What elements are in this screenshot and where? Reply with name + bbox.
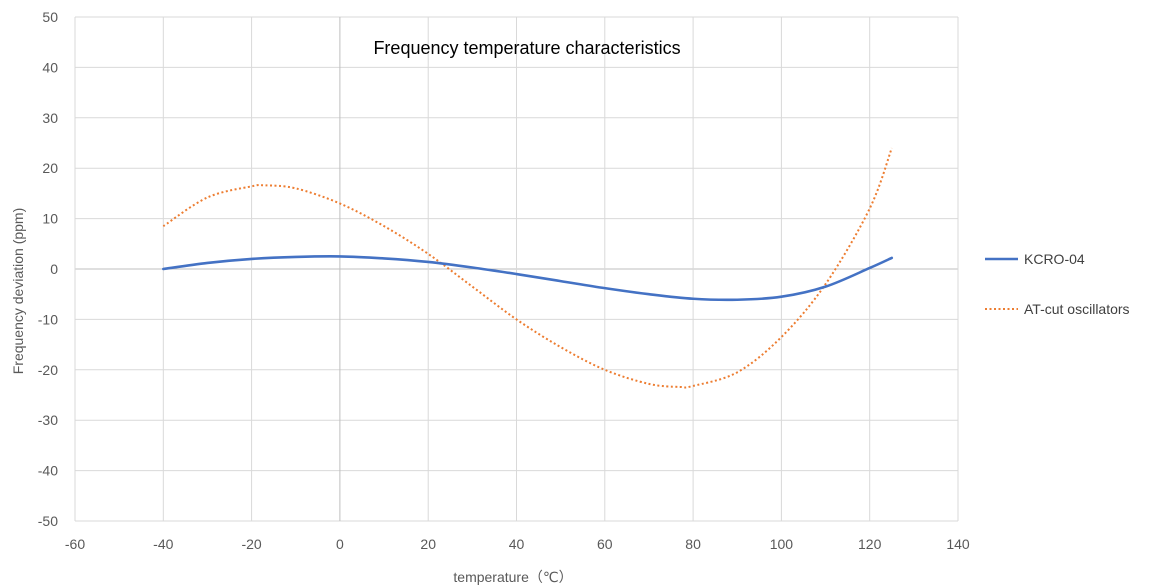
- x-tick-label: -40: [153, 536, 173, 552]
- chart-title: Frequency temperature characteristics: [373, 38, 680, 58]
- plot-area: [162, 147, 894, 389]
- x-tick-label: -20: [241, 536, 261, 552]
- legend-item-kcro-04: KCRO-04: [985, 251, 1085, 267]
- y-tick-label: -30: [38, 412, 58, 428]
- x-axis-label: temperature（℃）: [453, 569, 572, 585]
- x-tick-label: 80: [685, 536, 701, 552]
- legend-label-kcro-04: KCRO-04: [1024, 251, 1085, 267]
- x-tick-label: -60: [65, 536, 85, 552]
- y-tick-label: -50: [38, 513, 58, 529]
- y-tick-label: 20: [42, 160, 58, 176]
- x-tick-label: 20: [420, 536, 436, 552]
- y-tick-label: -20: [38, 362, 58, 378]
- x-tick-label: 120: [858, 536, 882, 552]
- x-tick-label: 40: [509, 536, 525, 552]
- tick-labels: -50 -40 -30 -20 -10 0 10 20 30 40 50 -60 -40 -20 0 20 40…: [38, 9, 970, 552]
- y-tick-label: 50: [42, 9, 58, 25]
- series-line-kcro-04: [162, 255, 894, 302]
- legend-item-at-cut-oscillators: AT-cut oscillators: [985, 301, 1130, 317]
- legend: KCRO-04 AT-cut oscillators: [985, 251, 1130, 317]
- x-tick-label: 0: [336, 536, 344, 552]
- y-tick-label: 0: [50, 261, 58, 277]
- y-tick-label: -40: [38, 463, 58, 479]
- y-tick-label: 10: [42, 211, 58, 227]
- x-tick-label: 60: [597, 536, 613, 552]
- legend-label-at-cut-oscillators: AT-cut oscillators: [1024, 301, 1130, 317]
- x-tick-label: 140: [946, 536, 970, 552]
- y-tick-label: -10: [38, 311, 58, 327]
- x-tick-label: 100: [770, 536, 794, 552]
- y-tick-label: 40: [42, 59, 58, 75]
- y-tick-label: 30: [42, 110, 58, 126]
- y-axis-label: Frequency deviation (ppm): [10, 208, 26, 375]
